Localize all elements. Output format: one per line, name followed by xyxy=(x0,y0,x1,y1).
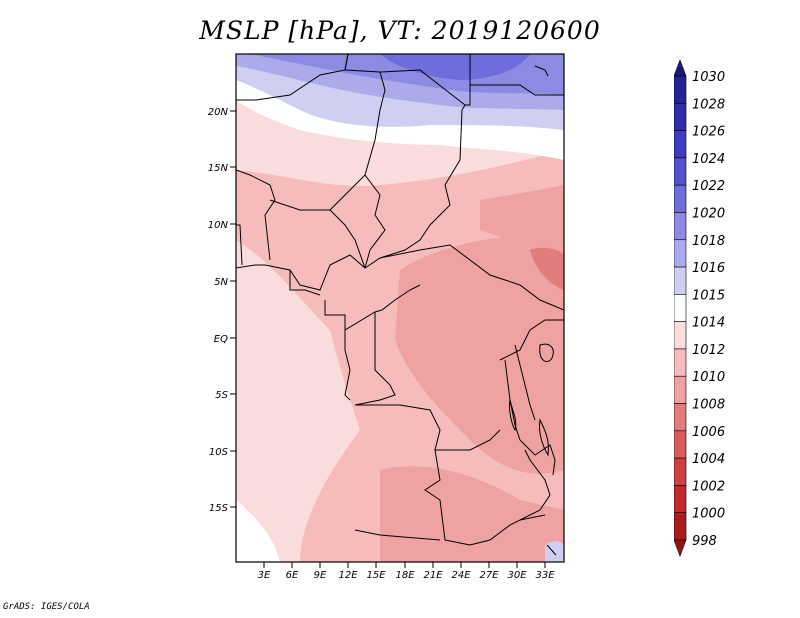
lat-label-15s: 15S xyxy=(209,503,229,514)
colorbar-level-label: 1002 xyxy=(692,479,725,494)
colorbar-cell xyxy=(674,157,687,186)
colorbar-level-label: 1026 xyxy=(692,125,725,140)
colorbar-cell xyxy=(674,212,687,241)
colorbar-legend: 1030 1028 1026 1024 1022 1020 1018 1016 1015 1014… xyxy=(674,60,725,557)
colorbar-cell xyxy=(674,184,687,213)
colorbar-level-label: 1010 xyxy=(692,370,725,385)
lon-label-6e: 6E xyxy=(286,570,299,581)
colorbar-cell xyxy=(674,102,687,131)
country-borders xyxy=(236,54,564,556)
lon-label-9e: 9E xyxy=(314,570,327,581)
map-frame xyxy=(235,53,565,563)
lon-labels: 3E 6E 9E 12E 15E 18E 21E 24E 27E 30E 33E xyxy=(258,570,556,581)
lon-label-21e: 21E xyxy=(423,570,443,581)
colorbar-cell xyxy=(674,485,687,514)
lon-label-15e: 15E xyxy=(366,570,386,581)
colorbar-level-label: 998 xyxy=(692,534,717,549)
lat-labels: 20N 15N 10N 5N EQ 5S 10S 15S xyxy=(208,107,229,514)
colorbar-level-label: 1024 xyxy=(692,152,725,167)
lon-label-18e: 18E xyxy=(395,570,415,581)
map-title: MSLP [hPa], VT: 2019120600 xyxy=(199,16,601,45)
colorbar-cells xyxy=(674,60,687,557)
lon-label-24e: 24E xyxy=(451,570,471,581)
colorbar-level-label: 1014 xyxy=(692,316,725,331)
lon-ticks xyxy=(263,562,546,568)
grads-credit: GrADS: IGES/COLA xyxy=(3,602,90,612)
colorbar-level-label: 1006 xyxy=(692,425,725,440)
lat-ticks xyxy=(230,110,236,508)
colorbar-cell xyxy=(674,348,687,377)
colorbar-level-label: 1028 xyxy=(692,97,725,112)
colorbar-level-label: 1004 xyxy=(692,452,725,467)
lat-label-5s: 5S xyxy=(215,390,228,401)
colorbar-cell xyxy=(674,266,687,295)
colorbar-cell xyxy=(674,430,687,459)
lat-label-5n: 5N xyxy=(214,277,228,288)
lon-label-27e: 27E xyxy=(479,570,499,581)
colorbar-level-label: 1030 xyxy=(692,70,725,85)
lat-label-15n: 15N xyxy=(208,163,229,174)
colorbar-cell xyxy=(674,130,687,159)
colorbar-cell-top xyxy=(674,60,687,77)
pressure-field xyxy=(236,54,564,562)
colorbar-cell xyxy=(674,239,687,268)
colorbar-cell-bottom xyxy=(674,539,687,557)
colorbar-cell xyxy=(674,375,687,404)
colorbar-cell xyxy=(674,457,687,486)
colorbar-cell xyxy=(674,75,687,104)
colorbar-cell xyxy=(674,403,687,432)
colorbar-level-label: 1012 xyxy=(692,343,725,358)
lon-label-3e: 3E xyxy=(258,570,271,581)
colorbar-cell xyxy=(674,294,687,322)
lat-label-20n: 20N xyxy=(208,107,229,118)
lon-label-12e: 12E xyxy=(338,570,358,581)
colorbar-cell xyxy=(674,512,687,541)
colorbar-level-label: 1020 xyxy=(692,206,725,221)
colorbar-level-label: 1008 xyxy=(692,398,725,413)
colorbar-cell xyxy=(674,321,687,350)
lat-label-10s: 10S xyxy=(209,447,229,458)
lon-label-33e: 33E xyxy=(535,570,555,581)
colorbar-level-label: 1015 xyxy=(692,288,725,303)
colorbar-level-label: 1018 xyxy=(692,234,725,249)
colorbar-labels: 1030 1028 1026 1024 1022 1020 1018 1016 1015 1014… xyxy=(692,70,725,549)
lat-label-10n: 10N xyxy=(208,220,229,231)
lat-label-eq: EQ xyxy=(214,334,228,345)
lon-label-30e: 30E xyxy=(507,570,527,581)
colorbar-level-label: 1022 xyxy=(692,179,725,194)
colorbar-level-label: 1016 xyxy=(692,261,725,276)
colorbar-level-label: 1000 xyxy=(692,507,725,522)
